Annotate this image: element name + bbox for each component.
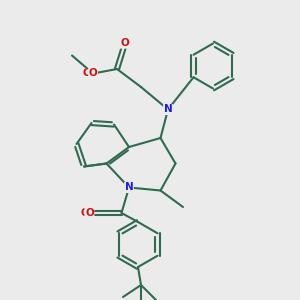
Text: O: O [81, 208, 89, 218]
Text: N: N [164, 104, 172, 115]
Text: O: O [88, 68, 98, 79]
Text: O: O [85, 208, 94, 218]
Text: O: O [83, 68, 92, 79]
Text: N: N [124, 182, 134, 193]
Text: O: O [120, 38, 129, 48]
Text: O: O [120, 38, 129, 48]
